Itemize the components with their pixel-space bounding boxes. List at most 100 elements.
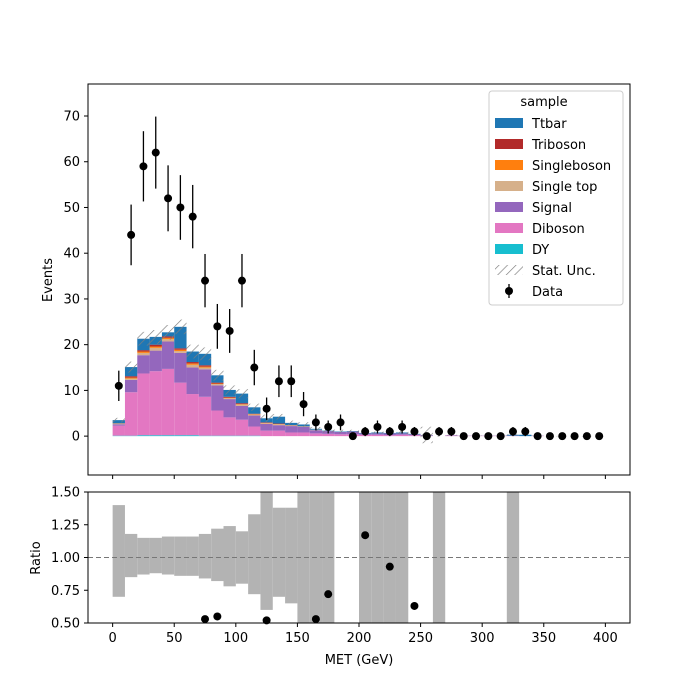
bar-diboson [285, 432, 298, 437]
bar-signal [272, 425, 286, 431]
bar-signal [371, 433, 384, 435]
ratio-band-bin [285, 507, 298, 604]
bar-triboson [211, 382, 224, 384]
ratio-band-bin [149, 537, 162, 574]
ratio-point [311, 615, 320, 624]
data-point [447, 427, 456, 436]
ratio-band-bin [186, 536, 199, 576]
bar-diboson [223, 417, 236, 436]
stat-unc-bin [211, 369, 224, 381]
data-point [521, 427, 530, 436]
bar-ttbar [235, 393, 249, 404]
bar-single-top [124, 378, 138, 380]
bar-dy [161, 435, 175, 437]
lower-y-tick-label: 0.75 [51, 584, 80, 599]
data-point [496, 432, 505, 441]
ratio-point [213, 612, 222, 621]
data-point [595, 432, 604, 441]
upper-y-tick-label: 40 [63, 247, 80, 262]
bar-singleboson [124, 377, 138, 379]
x-tick-label: 50 [166, 631, 183, 646]
data-point [274, 377, 283, 386]
legend-marker [505, 287, 513, 295]
upper-y-tick-label: 30 [63, 292, 80, 307]
bar-signal [198, 369, 212, 397]
data-point [558, 432, 567, 441]
stat-unc-bin [346, 429, 359, 433]
stat-unc-bin [112, 417, 125, 423]
bar-triboson [124, 376, 138, 378]
data-point [533, 432, 542, 441]
bar-dy [186, 435, 199, 437]
bar-diboson [112, 425, 125, 436]
legend-swatch [495, 202, 523, 212]
bar-single-top [198, 367, 212, 370]
ratio-band-bin [112, 505, 125, 597]
data-point [324, 422, 333, 431]
legend-swatch [495, 244, 523, 254]
ratio-points [201, 531, 419, 625]
bar-diboson [272, 430, 286, 437]
stat-unc-bin [198, 347, 212, 361]
data-point [225, 326, 234, 335]
upper-y-tick-label: 70 [63, 110, 80, 125]
bar-single-top [223, 398, 236, 400]
data-point [570, 432, 579, 441]
x-axis-label: MET (GeV) [325, 653, 394, 668]
legend-swatch [495, 118, 523, 128]
data-point [336, 418, 345, 427]
data-point [311, 418, 320, 427]
bar-diboson [124, 392, 138, 436]
bar-signal [248, 415, 261, 427]
ratio-band-bin [223, 526, 236, 587]
lower-y-tick-label: 1.00 [51, 551, 80, 566]
upper-axes: 0 10 20 30 40 50 60 70 [63, 83, 631, 479]
stat-unc-bin [124, 361, 138, 373]
legend-swatch [495, 139, 523, 149]
stat-unc-bin [285, 420, 298, 426]
lower-y-axis-label: Ratio [29, 541, 44, 574]
bar-dy [174, 435, 187, 437]
ratio-unc-band [112, 492, 520, 623]
legend-label: Singleboson [532, 159, 611, 174]
x-tick-label: 250 [408, 631, 433, 646]
data-point [484, 432, 493, 441]
data-point [361, 427, 370, 436]
stat-unc-bin [161, 325, 175, 340]
legend-swatch [495, 181, 523, 191]
stat-unc-bin [186, 344, 199, 359]
ratio-band-bin [248, 514, 261, 595]
bar-triboson [149, 344, 162, 347]
data-points [114, 116, 604, 441]
bar-signal [186, 367, 199, 395]
data-point [139, 162, 148, 171]
bar-signal [285, 426, 298, 433]
data-point [127, 230, 136, 239]
data-point [287, 377, 296, 386]
ratio-band-bin [174, 536, 187, 576]
bar-signal [297, 426, 310, 433]
data-point [582, 432, 591, 441]
bar-triboson [174, 348, 187, 350]
bar-triboson [235, 403, 249, 405]
legend-label: DY [532, 243, 549, 258]
bar-signal [235, 405, 249, 420]
stat-unc-bin [223, 385, 236, 395]
upper-y-tick-label: 50 [63, 201, 80, 216]
bar-triboson [223, 396, 236, 398]
bar-diboson [322, 433, 335, 437]
x-tick-label: 300 [470, 631, 495, 646]
data-point [422, 432, 431, 441]
bar-single-top [272, 424, 286, 426]
data-point [237, 276, 246, 285]
data-point [299, 400, 308, 409]
bar-signal [124, 379, 138, 393]
upper-y-tick-label: 20 [63, 338, 80, 353]
ratio-band-bin [124, 533, 138, 578]
stat-unc-bin [248, 403, 261, 411]
bar-single-top [149, 347, 162, 351]
bar-dy [149, 435, 162, 437]
bar-diboson [395, 434, 409, 437]
bar-triboson [198, 365, 212, 367]
